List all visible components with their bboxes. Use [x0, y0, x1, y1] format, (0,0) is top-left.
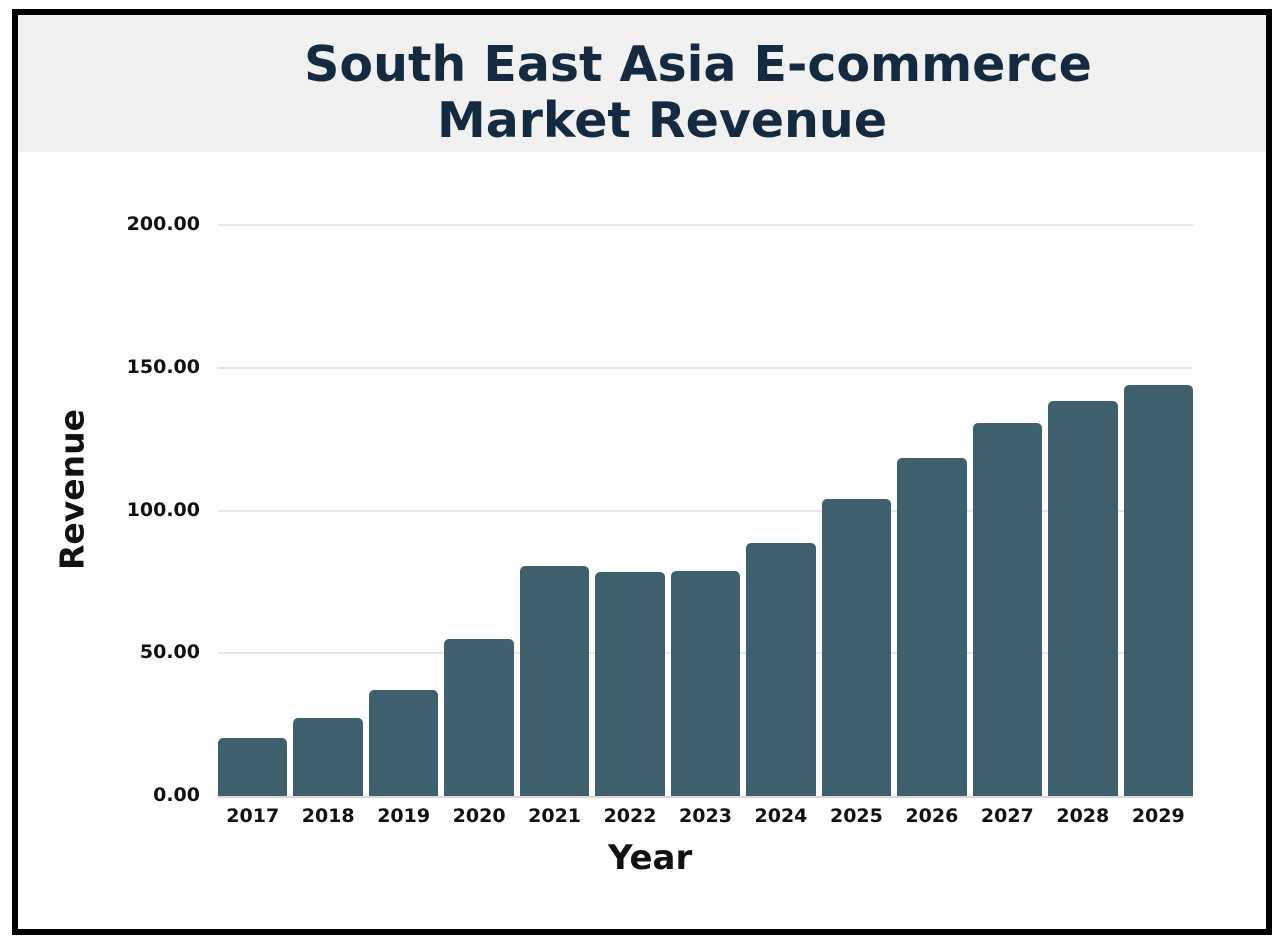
x-tick-label: 2022 [603, 805, 657, 827]
chart-frame: South East Asia E-commerce Market Revenu… [12, 9, 1272, 935]
gridline [218, 509, 1193, 512]
x-tick-label: 2026 [905, 805, 959, 827]
x-tick-label: 2025 [829, 805, 883, 827]
y-tick-label: 50.00 [139, 641, 200, 664]
bar-2027 [972, 422, 1043, 796]
title-band: South East Asia E-commerce Market Revenu… [18, 15, 1266, 152]
bar-2021 [519, 566, 590, 796]
bar-2026 [897, 457, 967, 796]
x-axis-baseline [218, 796, 1193, 798]
x-tick-label: 2020 [452, 805, 506, 827]
bar-2020 [444, 638, 514, 796]
y-tick-label: 100.00 [126, 498, 200, 521]
x-tick-label: 2027 [980, 805, 1034, 827]
gridline [218, 366, 1193, 369]
bar-2025 [821, 499, 892, 796]
chart-title-line-1: South East Asia E-commerce [304, 36, 1092, 93]
gridline [218, 224, 1193, 226]
x-tick-label: 2017 [226, 805, 280, 827]
y-axis-label: Revenue [52, 408, 92, 571]
y-tick-label: 150.00 [126, 355, 200, 378]
bar-2023 [670, 571, 741, 796]
x-tick-label: 2023 [679, 805, 732, 827]
plot-area: 0.00 50.00 100.00 150.00 200.00 2017 2018 2019 2… [18, 15, 1266, 929]
bar-2029 [1123, 385, 1193, 796]
x-tick-label: 2018 [301, 805, 355, 827]
x-axis-label: Year [608, 838, 693, 878]
x-tick-label: 2028 [1056, 805, 1110, 827]
x-tick-label: 2024 [754, 805, 808, 827]
bar-2028 [1048, 400, 1118, 796]
bar-2017 [218, 737, 288, 796]
x-tick-label: 2019 [377, 805, 431, 827]
chart-title: South East Asia E-commerce Market Revenu… [18, 37, 1266, 149]
bar-2019 [368, 690, 439, 796]
y-tick-label: 200.00 [126, 213, 200, 235]
bar-2024 [746, 543, 816, 796]
y-tick-label: 0.00 [153, 784, 200, 806]
chart-title-line-2: Market Revenue [436, 92, 888, 149]
bar-2018 [293, 717, 363, 796]
x-tick-label: 2029 [1131, 805, 1185, 827]
x-tick-label: 2021 [528, 805, 582, 827]
bar-2022 [595, 572, 665, 796]
